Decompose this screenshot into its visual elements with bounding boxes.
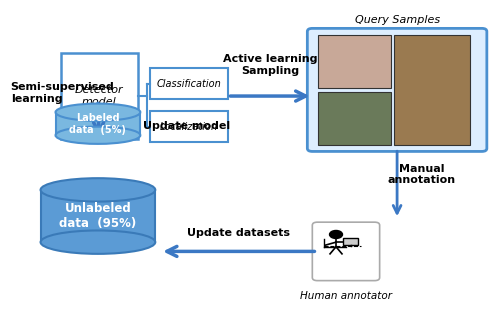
FancyBboxPatch shape	[318, 92, 391, 145]
Text: Update datasets: Update datasets	[188, 228, 290, 238]
Ellipse shape	[56, 127, 140, 144]
Text: Localization: Localization	[160, 122, 218, 132]
Text: Active learning
Sampling: Active learning Sampling	[222, 54, 317, 76]
FancyBboxPatch shape	[344, 239, 358, 245]
FancyBboxPatch shape	[60, 53, 138, 139]
FancyBboxPatch shape	[394, 35, 470, 145]
Text: Query Samples: Query Samples	[354, 15, 440, 25]
Text: Manual
annotation: Manual annotation	[388, 164, 456, 185]
FancyBboxPatch shape	[312, 222, 380, 281]
Text: Labeled
data  (5%): Labeled data (5%)	[70, 113, 126, 134]
Text: Semi-supervised
learning: Semi-supervised learning	[10, 82, 115, 104]
Text: Classification: Classification	[156, 79, 222, 89]
Ellipse shape	[40, 178, 156, 201]
FancyBboxPatch shape	[150, 112, 228, 142]
FancyBboxPatch shape	[308, 28, 487, 151]
Ellipse shape	[56, 104, 140, 121]
Circle shape	[330, 231, 342, 239]
FancyBboxPatch shape	[150, 68, 228, 99]
Text: Human annotator: Human annotator	[300, 291, 392, 301]
Text: Update model: Update model	[143, 121, 230, 131]
Ellipse shape	[40, 231, 156, 254]
FancyBboxPatch shape	[40, 190, 156, 242]
FancyBboxPatch shape	[56, 112, 140, 135]
Text: Unlabeled
data  (95%): Unlabeled data (95%)	[60, 202, 136, 230]
Text: Detector
model: Detector model	[75, 85, 124, 107]
FancyBboxPatch shape	[318, 35, 391, 88]
